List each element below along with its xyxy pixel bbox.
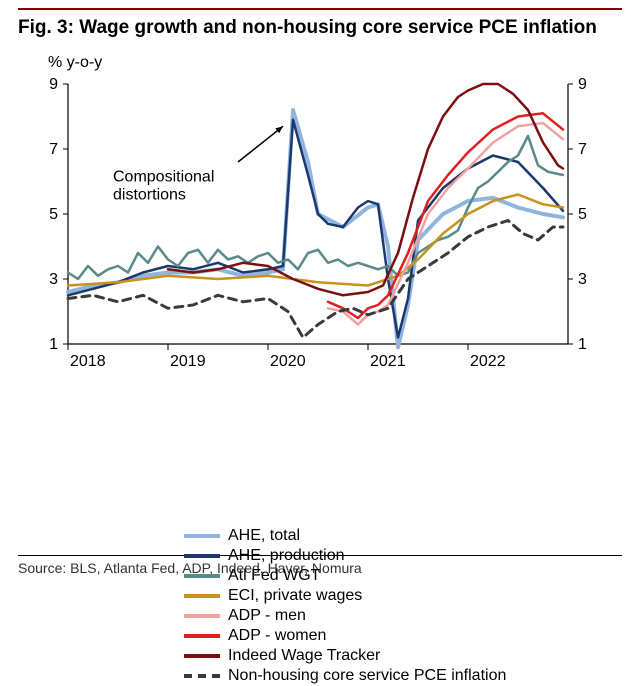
svg-text:9: 9 — [578, 76, 587, 93]
legend-label: ADP - women — [228, 626, 326, 646]
chart-title: Fig. 3: Wage growth and non-housing core… — [18, 16, 622, 40]
svg-text:5: 5 — [578, 206, 587, 223]
chart-area: 1 1 3 3 5 5 7 7 9 9 2018 2019 2020 2021 2022 Compositio… — [24, 74, 614, 379]
series-indeed — [168, 84, 563, 295]
legend-swatch — [184, 534, 220, 538]
legend-item-atl_fed: Atl Fed WGT — [184, 566, 506, 586]
svg-text:1: 1 — [49, 336, 58, 353]
svg-text:2020: 2020 — [270, 353, 306, 370]
legend-label: ADP - men — [228, 606, 306, 626]
legend-item-pce: Non-housing core service PCE inflation — [184, 666, 506, 686]
series-adp_men — [328, 123, 563, 325]
legend-label: Non-housing core service PCE inflation — [228, 666, 506, 686]
legend-item-ahe_total: AHE, total — [184, 526, 506, 546]
legend-label: ECI, private wages — [228, 586, 362, 606]
svg-text:2021: 2021 — [370, 353, 406, 370]
svg-text:2018: 2018 — [70, 353, 106, 370]
legend-swatch — [184, 554, 220, 558]
series-ahe_prod — [68, 120, 563, 338]
legend-item-adp_women: ADP - women — [184, 626, 506, 646]
svg-text:2019: 2019 — [170, 353, 206, 370]
legend: AHE, totalAHE, productionAtl Fed WGTECI,… — [184, 526, 506, 686]
top-rule — [18, 8, 622, 10]
legend-label: Atl Fed WGT — [228, 566, 320, 586]
annotation-text: distortions — [113, 186, 186, 203]
svg-text:7: 7 — [49, 141, 58, 158]
legend-label: AHE, total — [228, 526, 300, 546]
legend-swatch — [184, 654, 220, 658]
annotation-arrow — [238, 126, 283, 162]
svg-text:9: 9 — [49, 76, 58, 93]
y-axis-label: % y-o-y — [48, 54, 622, 72]
figure-container: Fig. 3: Wage growth and non-housing core… — [0, 0, 640, 657]
legend-swatch — [184, 634, 220, 638]
legend-swatch — [184, 614, 220, 618]
svg-text:1: 1 — [578, 336, 587, 353]
svg-text:3: 3 — [49, 271, 58, 288]
svg-text:3: 3 — [578, 271, 587, 288]
svg-text:7: 7 — [578, 141, 587, 158]
legend-item-eci: ECI, private wages — [184, 586, 506, 606]
legend-item-indeed: Indeed Wage Tracker — [184, 646, 506, 666]
legend-label: Indeed Wage Tracker — [228, 646, 380, 666]
legend-item-ahe_prod: AHE, production — [184, 546, 506, 566]
svg-text:2022: 2022 — [470, 353, 506, 370]
legend-swatch — [184, 594, 220, 598]
chart-svg: 1 1 3 3 5 5 7 7 9 9 2018 2019 2020 2021 2022 Compositio… — [24, 74, 614, 374]
legend-swatch — [184, 574, 220, 578]
svg-text:5: 5 — [49, 206, 58, 223]
annotation-text: Compositional — [113, 168, 214, 185]
legend-label: AHE, production — [228, 546, 345, 566]
legend-item-adp_men: ADP - men — [184, 606, 506, 626]
legend-swatch — [184, 674, 220, 678]
series-adp_women — [328, 113, 563, 318]
